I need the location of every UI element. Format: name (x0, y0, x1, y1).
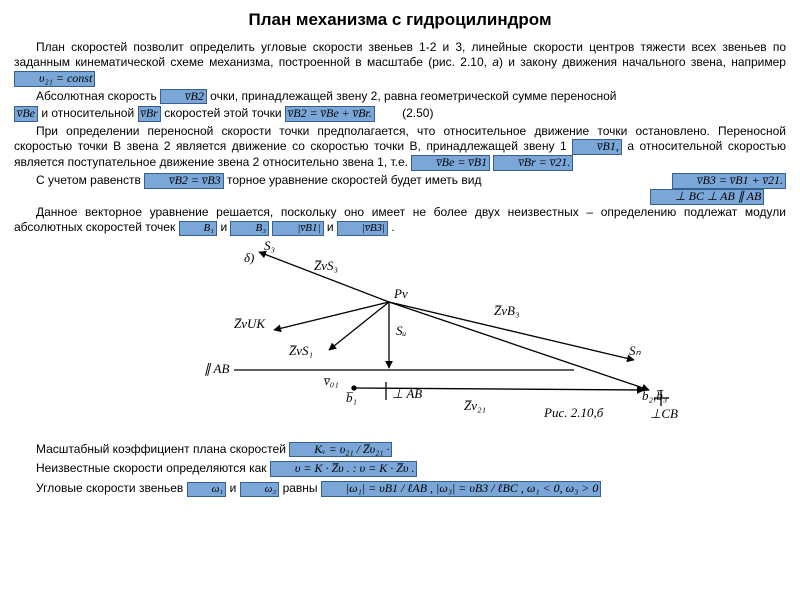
lbl-pv: Pv (393, 286, 408, 301)
hl-unk: υ = K · Z̅υ . : υ = K · Z̅υ . (270, 461, 418, 477)
p5and2: и (327, 220, 337, 234)
hl-eq-long1: v̅B3 = v̅B1 + v̅21. (672, 173, 786, 189)
hl-b1: B₁ (179, 221, 218, 236)
p4b: торное уравнение скоростей будет иметь в… (227, 173, 481, 187)
line-unknown: Неизвестные скорости определяются как υ … (14, 461, 786, 477)
lbl-zvs1: Z̅vS₁ (289, 343, 313, 358)
p2d: скоростей этой точки (164, 106, 281, 120)
lbl-s3: S₃ (264, 240, 275, 253)
p4a: С учетом равенств (36, 173, 141, 187)
p2c: и относительной (41, 106, 134, 120)
lbl-v01: v̅₀₁ (323, 373, 338, 388)
hl-b3: B₃ (230, 221, 269, 236)
eq-num-250: (2.50) (402, 106, 462, 121)
lbl-delta: δ) (244, 250, 254, 265)
lbl-sn: Sₙ (629, 343, 642, 358)
velocity-plan-diagram: Pv S₃ Z̅vS₃ δ) Z̅vUK Z̅vS₁ Sᵤ Sₙ Z̅vB₃ b… (14, 240, 786, 438)
para-5: Данное векторное уравнение решается, пос… (14, 205, 786, 236)
p5dot: . (391, 220, 394, 234)
mu-a: Масштабный коэффициент плана скоростей (36, 442, 289, 456)
lbl-b1: b̅₁ (346, 390, 357, 405)
hl-vb1: v̅B1, (572, 139, 622, 155)
p2a: Абсолютная скорость (36, 89, 160, 103)
hl-vb3-sm: |v̅B3| (337, 221, 388, 236)
para-4: С учетом равенств v̅B2 = v̅B3 торное ура… (14, 173, 786, 189)
lbl-perpcb: ⊥CB (650, 406, 678, 421)
p5a: Данное векторное уравнение решается, пос… (14, 205, 786, 234)
para-2-line2: v̅Be и относительной v̅Br скоростей этой… (14, 106, 786, 122)
figure-caption: Рис. 2.10,б (544, 405, 603, 421)
hl-v21-const: υ₂₁ = const (14, 71, 95, 87)
p1b: ) и закону движения начального звена, на… (499, 55, 786, 69)
lbl-zv21: Z̅v₂₁ (464, 398, 486, 413)
line-omega: Угловые скорости звеньев ω₁ и ω₃ равны |… (14, 481, 786, 497)
om-a: Угловые скорости звеньев (36, 481, 187, 495)
para-3: При определении переносной скорости точк… (14, 124, 786, 171)
om-and: и (230, 481, 240, 495)
lbl-zvb3: Z̅vB₃ (494, 303, 519, 318)
hl-vb1-sm: |v̅B1| (272, 221, 323, 236)
line-mu: Масштабный коэффициент плана скоростей K… (14, 442, 786, 458)
lbl-b2b3: b̅₂,b̅₃ (642, 388, 667, 403)
hl-vbe-eq-vb1: v̅Be = v̅B1 (411, 155, 490, 171)
hl-eq250: v̅B2 = v̅Be + v̅Br. (285, 106, 375, 122)
om-b: равны (283, 481, 321, 495)
hl-vbe: v̅Be (14, 106, 38, 122)
p1i: а (492, 55, 499, 69)
hl-w1: ω₁ (187, 482, 227, 497)
hl-w3: ω₃ (240, 482, 280, 497)
p5and: и (220, 220, 230, 234)
hl-omega-eq: |ω₁| = υB1 / ℓAB , |ω₃| = υB3 / ℓBC , ω₁… (321, 481, 602, 497)
lbl-su: Sᵤ (396, 323, 407, 338)
para-2-line1: Абсолютная скорость v̅B2 очки, принадлеж… (14, 89, 786, 105)
p2b: очки, принадлежащей звену 2, равна геоме… (210, 89, 616, 103)
lbl-zvs3: Z̅vS₃ (314, 258, 338, 273)
hl-vbr: v̅Br (138, 106, 161, 122)
hl-vb2: v̅B2 (160, 89, 207, 105)
para-1: План скоростей позволит определить углов… (14, 40, 786, 87)
page-title: План механизма с гидроцилиндром (14, 10, 786, 30)
unk-a: Неизвестные скорости определяются как (36, 461, 270, 475)
lbl-parab: ∥ AB (204, 361, 229, 376)
hl-vbr-eq-v21: v̅Br = v̅21. (493, 155, 573, 171)
hl-kv: Kᵥ = υ₂₁ / Z̅υ₂₁ · (289, 442, 392, 458)
hl-vb2-eq-vb3: v̅B2 = v̅B3 (144, 173, 223, 189)
lbl-zvuk: Z̅vUK (234, 316, 266, 331)
hl-eq-long2: ⊥ BC ⊥ AB ∥ AB (650, 189, 764, 205)
